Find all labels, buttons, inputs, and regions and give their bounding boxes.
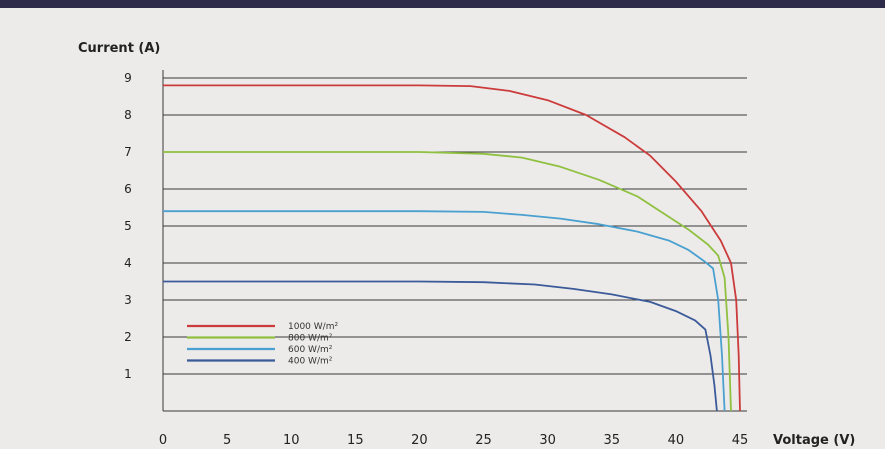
top-band: [0, 0, 885, 8]
x-tick-label-45: 45: [732, 433, 749, 448]
series-layer: [163, 84, 741, 412]
y-tick-label-6: 6: [124, 182, 132, 196]
y-axis-label: Current (A): [78, 41, 160, 56]
x-tick-label-0: 0: [159, 433, 167, 448]
x-tick-label-30: 30: [539, 433, 556, 448]
x-tick-label-35: 35: [604, 433, 621, 448]
x-tick-label-20: 20: [411, 433, 428, 448]
y-tick-label-3: 3: [124, 293, 132, 307]
grid-layer: [163, 77, 747, 375]
legend-label-4: 400 W/m²: [288, 357, 333, 367]
legend-label-3: 600 W/m²: [288, 345, 333, 355]
x-tick-label-5: 5: [223, 433, 231, 448]
y-tick-label-1: 1: [124, 367, 132, 381]
series-line-1: [163, 84, 741, 412]
y-tick-label-9: 9: [124, 71, 132, 85]
series-line-3: [163, 210, 726, 412]
y-tick-label-2: 2: [124, 330, 132, 344]
series-line-2: [163, 151, 732, 412]
legend-label-1: 1000 W/m²: [288, 322, 338, 332]
y-tick-label-8: 8: [124, 108, 132, 122]
x-axis-label: Voltage (V): [773, 433, 855, 448]
x-tick-label-25: 25: [475, 433, 492, 448]
x-tick-label-40: 40: [668, 433, 685, 448]
x-tick-label-15: 15: [347, 433, 364, 448]
y-tick-label-7: 7: [124, 145, 132, 159]
legend-label-2: 800 W/m²: [288, 334, 333, 344]
series-line-4: [163, 280, 718, 412]
y-tick-label-5: 5: [124, 219, 132, 233]
x-tick-label-10: 10: [283, 433, 300, 448]
y-tick-label-4: 4: [124, 256, 132, 270]
